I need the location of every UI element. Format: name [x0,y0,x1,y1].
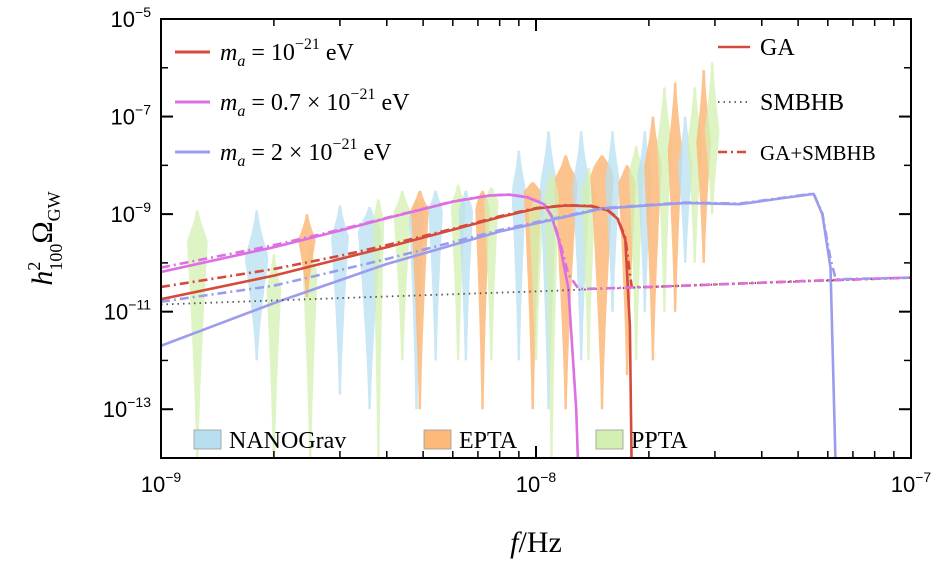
nanograv-violin [331,205,349,395]
legend-mass-entry: ma = 0.7 × 10−21 eV [175,86,410,120]
nanograv-violin [245,210,269,361]
legend-mass-label: ma = 10−21 eV [220,36,355,70]
legend-mass-entry: ma = 10−21 eV [175,36,355,70]
legend-pta-swatch [193,429,222,450]
legend-pta-swatch [595,429,624,450]
x-tick-label: 10−9 [141,469,182,497]
legends: ma = 10−21 eV ma = 0.7 × 10−21 eV ma = 2 ×… [175,35,876,454]
nanograv-violin [428,190,443,361]
y-axis-label: h2 100ΩGW [24,191,66,285]
y-tick-label: 10−7 [111,102,152,130]
svg-text:10−7: 10−7 [111,102,152,130]
axis-ticks [160,18,912,459]
x-tick-label: 10−7 [891,469,932,497]
epta-violin [298,214,316,297]
series-blue-solid [161,192,837,458]
svg-text:10−11: 10−11 [104,297,151,325]
pta-violins [186,62,720,458]
epta-violin [410,190,429,410]
legend-style-entry: GA [718,35,795,61]
y-tick-label: 10−11 [104,297,151,325]
legend-mass-label: ma = 0.7 × 10−21 eV [220,86,410,120]
nanograv-violin [511,150,527,361]
legend-style-entry: GA+SMBHB [718,141,876,165]
legend-style-entry: SMBHB [718,90,844,116]
svg-text:10−9: 10−9 [141,469,182,497]
legend-pta-label: PPTA [631,428,688,454]
series-red-solid [161,204,633,458]
svg-text:10−8: 10−8 [516,469,557,497]
series-smbhb-dotted [161,276,911,306]
ppta-violin [186,210,208,458]
ppta-violin [544,172,559,458]
legend-style-label: GA+SMBHB [760,141,876,165]
ppta-violin [303,243,318,458]
ppta-violin [393,190,412,361]
legend-style-label: GA [760,35,795,61]
svg-text:10−7: 10−7 [891,469,932,497]
ppta-violin [704,62,720,215]
legend-pta-entry: NANOGrav [193,428,346,454]
epta-violin [667,82,683,312]
ppta-violin [581,167,596,361]
nanograv-violin [458,190,474,361]
svg-text:10−9: 10−9 [111,199,152,227]
y-tick-label: 10−5 [111,4,152,32]
svg-text:10−13: 10−13 [103,394,151,422]
svg-text:10−5: 10−5 [111,4,152,32]
ppta-violin [372,199,385,458]
epta-violin [644,116,662,361]
y-tick-label: 10−13 [103,394,151,422]
ppta-violin [657,87,672,312]
y-tick-label: 10−9 [111,199,152,227]
legend-mass-entry: ma = 2 × 10−21 eV [175,136,392,170]
series-lines [161,192,911,458]
ppta-violin [484,187,499,361]
legend-pta-label: NANOGrav [229,428,346,454]
legend-pta-entry: PPTA [595,428,688,454]
series-blue-dashdot [161,192,911,303]
x-axis-label: f/Hz [510,526,562,559]
x-tick-label: 10−8 [516,469,557,497]
legend-pta-label: EPTA [459,428,518,454]
ppta-violin [528,199,544,361]
legend-mass-label: ma = 2 × 10−21 eV [220,136,392,170]
axis-labels: 10−9 10−8 10−7 10−13 10−11 10−9 10−7 10−5 f/Hz h2… [24,4,931,559]
legend-pta-entry: EPTA [423,428,518,454]
legend-style-label: SMBHB [760,90,844,116]
nanograv-violin [605,131,620,312]
epta-violin [475,190,490,410]
series-pink-dashdot [161,193,911,291]
legend-pta-swatch [423,429,452,450]
